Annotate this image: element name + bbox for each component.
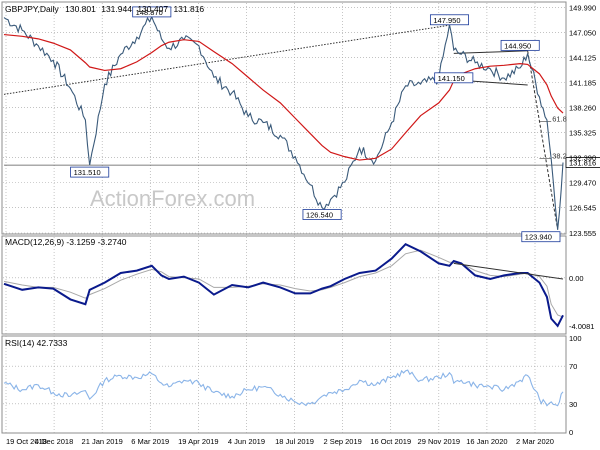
x-tick-label: 4 Jun 2019 <box>228 437 265 446</box>
x-tick-label: 19 Oct 2018 <box>6 437 47 446</box>
header-symbol: GBPJPY <box>5 4 39 14</box>
price-annotation-box <box>132 6 172 18</box>
price-y-tick: 144.125 <box>569 53 596 62</box>
rsi-y-tick: 70 <box>569 362 577 371</box>
x-tick-label: 16 Jan 2020 <box>466 437 507 446</box>
price-annotation-label: 144.950 <box>504 41 531 50</box>
x-tick-label: 16 Oct 2019 <box>370 437 411 446</box>
grid-layer <box>3 3 566 433</box>
x-tick-label: 21 Jan 2019 <box>82 437 123 446</box>
rsi-y-tick: 30 <box>569 400 577 409</box>
rsi-panel-frame <box>1 335 567 434</box>
price-annotation-box <box>500 39 540 51</box>
price-annotation-box <box>565 157 600 168</box>
header-low: 130.407 <box>137 4 168 14</box>
macd-panel-frame <box>1 235 567 335</box>
price-annotation-box <box>302 209 342 220</box>
rsi-y-tick: 0 <box>569 428 573 437</box>
x-tick-label: 18 Jul 2019 <box>275 437 314 446</box>
price-y-tick: 141.185 <box>569 79 596 88</box>
price-layer: 148.870 131.510 126.540 147.950 144.950 141.1… <box>3 6 600 243</box>
price-y-tick: 132.390 <box>569 154 596 163</box>
price-y-tick: 135.325 <box>569 129 596 138</box>
price-trendline <box>527 50 559 230</box>
watermark: ActionForex.com <box>90 186 255 211</box>
header-separator: , <box>37 4 39 14</box>
header-close: 131.816 <box>173 4 204 14</box>
header-high: 131.944 <box>101 4 132 14</box>
macd-y-tick: -4.0081 <box>569 322 594 331</box>
price-annotation-label: 123.940 <box>525 233 552 242</box>
header-text: GBPJPY,Daily 130.801 131.944 130.407 131… <box>5 4 204 14</box>
price-annotation-box <box>70 166 110 178</box>
rsi-line <box>3 369 564 407</box>
price-annotation-label: 126.540 <box>306 211 333 220</box>
macd-y-tick: 0.00 <box>569 274 584 283</box>
header-timeframe: Daily <box>40 4 60 14</box>
macd-title: MACD(12,26,9) -3.1259 -3.2740 <box>5 237 127 247</box>
macd-trendline <box>453 262 564 280</box>
rsi-y-tick: 100 <box>569 334 582 343</box>
price-y-tick: 126.545 <box>569 203 596 212</box>
price-panel-frame <box>1 1 567 235</box>
price-annotation-label: 131.816 <box>569 158 596 167</box>
price-annotation-label: 38.2 <box>552 151 567 160</box>
price-y-tick: 147.050 <box>569 28 596 37</box>
price-annotation-label: 147.950 <box>433 16 460 25</box>
price-annotation-label: 148.870 <box>136 8 163 17</box>
price-y-tick: 138.260 <box>569 103 596 112</box>
x-tick-label: 29 Nov 2019 <box>418 437 461 446</box>
price-y-tick: 129.470 <box>569 179 596 188</box>
price-annotation-label: 131.510 <box>74 168 101 177</box>
price-annotation-box <box>521 231 561 243</box>
header-open: 130.801 <box>65 4 96 14</box>
price-trendline <box>453 50 528 54</box>
x-tick-label: 19 Apr 2019 <box>178 437 218 446</box>
price-annotation-box <box>434 72 474 84</box>
x-tick-label: 2 Mar 2020 <box>516 437 554 446</box>
price-y-tick: 123.555 <box>569 229 596 238</box>
price-annotation-label: 141.150 <box>438 74 465 83</box>
price-annotation-box <box>429 14 469 26</box>
macd-line <box>3 242 564 328</box>
x-tick-label: 6 Mar 2019 <box>131 437 169 446</box>
moving-average-line <box>3 33 564 161</box>
price-annotation-label: 61.8 <box>552 115 567 124</box>
x-tick-label: 4 Dec 2018 <box>35 437 73 446</box>
x-tick-label: 2 Sep 2019 <box>323 437 361 446</box>
price-y-tick: 149.990 <box>569 3 596 12</box>
rsi-layer <box>3 369 564 407</box>
macd-layer <box>3 242 564 328</box>
price-series-line <box>3 15 564 230</box>
rsi-title: RSI(14) 42.7333 <box>5 338 68 348</box>
